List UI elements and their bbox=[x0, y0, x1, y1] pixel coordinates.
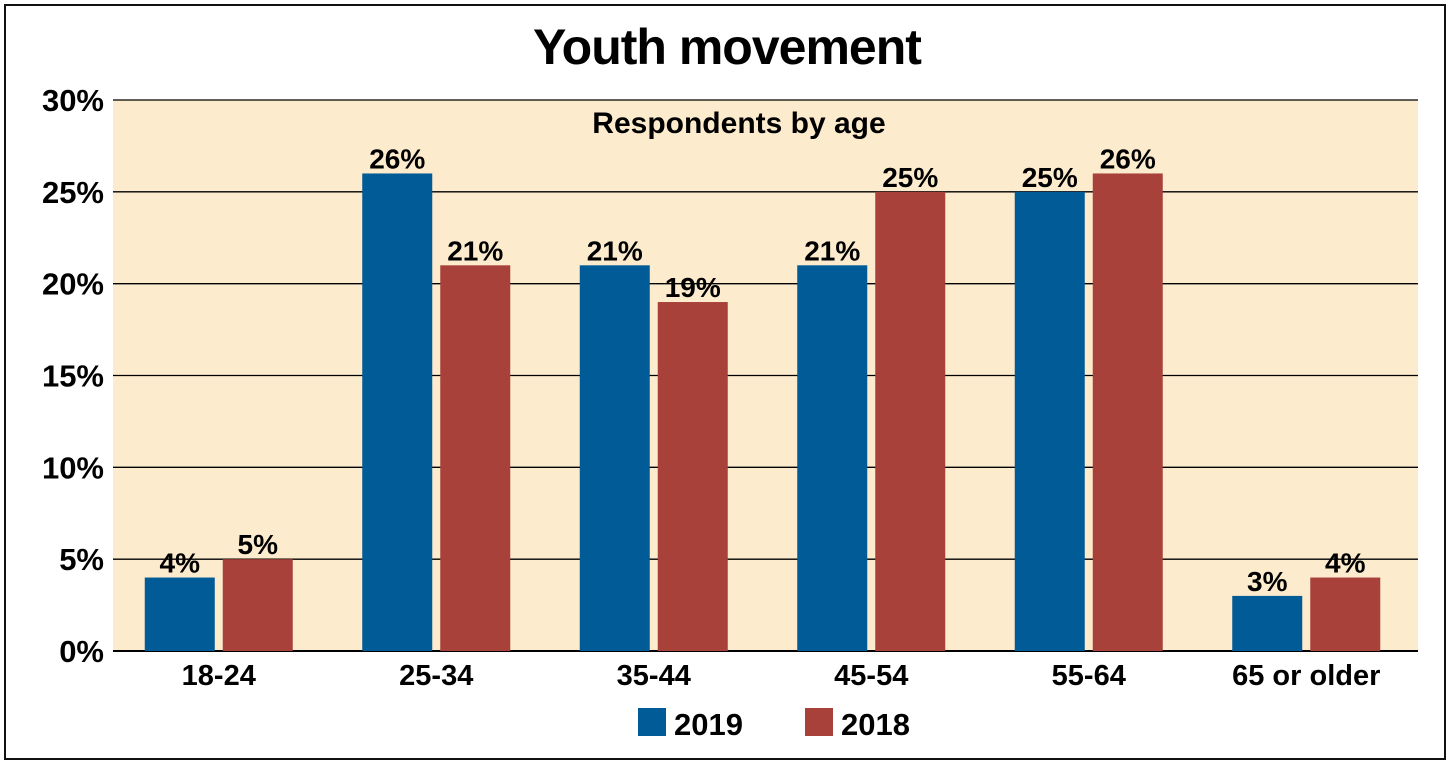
data-label: 21% bbox=[587, 235, 643, 266]
bar-2018-45-54 bbox=[875, 191, 946, 652]
bar-2019-18-24 bbox=[144, 577, 215, 651]
legend: 2019 2018 bbox=[638, 707, 910, 742]
y-tick-label: 5% bbox=[59, 542, 104, 577]
data-label: 5% bbox=[238, 529, 279, 560]
bar-2019-45-54 bbox=[797, 265, 868, 651]
y-tick-label: 25% bbox=[42, 175, 104, 210]
chart-title: Youth movement bbox=[533, 19, 922, 75]
data-label: 4% bbox=[160, 548, 201, 579]
data-label: 3% bbox=[1247, 566, 1288, 597]
bar-2018-35-44 bbox=[657, 302, 728, 651]
legend-swatch-2019 bbox=[638, 708, 666, 736]
bars: 4% 5% 26% 21% 21% 19% 21% 25% 25% 26% 3% 4% bbox=[144, 143, 1381, 652]
data-label: 21% bbox=[447, 235, 503, 266]
y-tick-label: 15% bbox=[42, 359, 104, 394]
bar-2018-18-24 bbox=[222, 559, 293, 651]
x-category-label: 35-44 bbox=[617, 660, 691, 692]
data-label: 26% bbox=[1100, 143, 1156, 174]
y-tick-label: 30% bbox=[42, 83, 104, 118]
legend-swatch-2018 bbox=[805, 708, 833, 736]
legend-label-2018: 2018 bbox=[841, 707, 910, 742]
bar-2019-35-44 bbox=[579, 265, 650, 651]
x-category-label: 55-64 bbox=[1052, 660, 1126, 692]
x-category-label: 25-34 bbox=[399, 660, 473, 692]
bar-2018-55-64 bbox=[1092, 173, 1163, 651]
y-axis-ticks: 0% 5% 10% 15% 20% 25% 30% bbox=[42, 83, 104, 669]
x-category-label: 18-24 bbox=[182, 660, 256, 692]
bar-2018-65-or-older bbox=[1310, 577, 1381, 651]
chart-subtitle: Respondents by age bbox=[592, 107, 885, 140]
bar-2019-25-34 bbox=[362, 173, 433, 651]
data-label: 4% bbox=[1325, 548, 1366, 579]
bar-2018-25-34 bbox=[440, 265, 511, 651]
data-label: 25% bbox=[882, 162, 938, 193]
x-axis-categories: 18-24 25-34 35-44 45-54 55-64 65 or older bbox=[182, 660, 1381, 692]
data-label: 25% bbox=[1022, 162, 1078, 193]
legend-label-2019: 2019 bbox=[674, 707, 743, 742]
x-category-label: 45-54 bbox=[834, 660, 908, 692]
data-label: 21% bbox=[804, 235, 860, 266]
data-label: 19% bbox=[665, 272, 721, 303]
bar-2019-65-or-older bbox=[1232, 595, 1303, 651]
data-label: 26% bbox=[369, 143, 425, 174]
y-tick-label: 20% bbox=[42, 267, 104, 302]
y-tick-label: 10% bbox=[42, 450, 104, 485]
x-category-label: 65 or older bbox=[1232, 660, 1380, 692]
y-tick-label: 0% bbox=[59, 634, 104, 669]
gridlines bbox=[113, 99, 1418, 652]
bar-2019-55-64 bbox=[1014, 191, 1085, 652]
